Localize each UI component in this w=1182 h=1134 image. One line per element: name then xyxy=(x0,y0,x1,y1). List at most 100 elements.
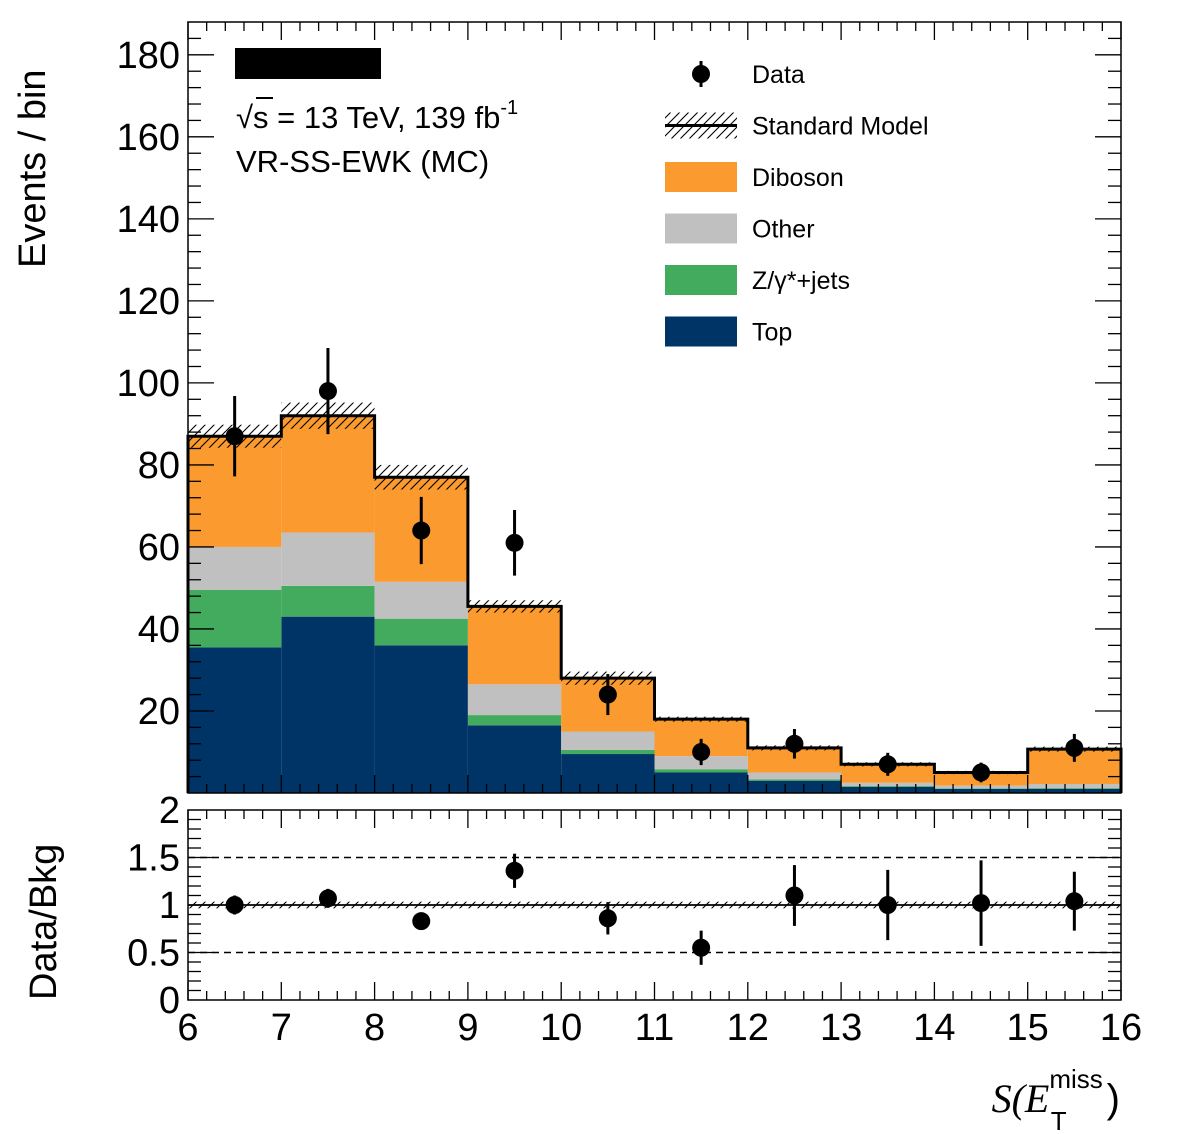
ratio-tick-label: 1 xyxy=(159,885,180,927)
stacked-histogram xyxy=(188,415,1121,793)
ratio-tick-label: 0.5 xyxy=(127,933,180,975)
x-tick-label: 15 xyxy=(1007,1007,1049,1049)
x-tick-label: 7 xyxy=(271,1007,292,1049)
legend-label-other: Other xyxy=(752,216,815,244)
bar-other-6 xyxy=(747,772,842,780)
bar-other-0 xyxy=(188,546,282,590)
bar-other-7 xyxy=(841,782,935,787)
x-axis-title-close: ) xyxy=(1107,1077,1120,1121)
y-tick-label: 180 xyxy=(117,35,180,77)
bar-top-8 xyxy=(934,788,1028,793)
bar-diboson-3 xyxy=(467,606,562,685)
data-point-7 xyxy=(878,755,897,774)
legend-swatch-other xyxy=(665,213,737,244)
x-tick-label: 6 xyxy=(177,1007,198,1049)
region-label: VR-SS-EWK (MC) xyxy=(236,144,489,179)
ratio-point-5 xyxy=(692,938,711,957)
bar-top-1 xyxy=(281,616,375,793)
bar-top-4 xyxy=(561,754,655,793)
x-tick-label: 10 xyxy=(540,1007,582,1049)
x-axis-title-sub: T xyxy=(1051,1106,1067,1134)
bar-top-5 xyxy=(654,772,748,793)
bar-z-jets-6 xyxy=(747,779,842,781)
bar-top-0 xyxy=(188,647,282,793)
legend: Data Standard Model Diboson Other Z/γ*+jets T… xyxy=(665,61,929,347)
legend-label-data: Data xyxy=(752,61,805,89)
ratio-point-6 xyxy=(785,886,804,905)
x-axis-title-main: S(E xyxy=(992,1076,1050,1121)
bar-z-jets-7 xyxy=(841,786,935,787)
lumi-superscript: -1 xyxy=(500,97,518,119)
data-point-2 xyxy=(412,521,431,540)
ratio-point-9 xyxy=(1065,892,1084,911)
main-axes: 20 40 60 80 100 120 140 160 180 xyxy=(117,21,1122,794)
ratio-point-3 xyxy=(505,861,524,880)
bar-z-jets-5 xyxy=(654,769,748,773)
ratio-y-axis-title: Data/Bkg xyxy=(23,844,65,1000)
x-tick-label: 14 xyxy=(913,1007,955,1049)
bar-other-3 xyxy=(467,684,562,716)
legend-label-z-jets: Z/γ*+jets xyxy=(752,267,850,295)
y-tick-label: 40 xyxy=(138,609,180,651)
ratio-point-1 xyxy=(318,889,337,908)
ratio-point-8 xyxy=(972,894,991,913)
y-tick-label: 100 xyxy=(117,363,180,405)
y-tick-label: 140 xyxy=(117,199,180,241)
bar-top-9 xyxy=(1027,788,1121,793)
ratio-reference-lines xyxy=(188,856,1121,954)
data-point-8 xyxy=(972,763,991,782)
data-point-5 xyxy=(692,742,711,761)
data-point-3 xyxy=(505,533,524,552)
bar-z-jets-3 xyxy=(467,715,562,726)
data-point-9 xyxy=(1065,738,1084,757)
y-axis-title: Events / bin xyxy=(12,69,54,268)
bar-top-7 xyxy=(841,786,935,793)
bar-diboson-1 xyxy=(281,415,375,533)
x-axis-title: S(Emiss T) xyxy=(992,1064,1120,1134)
legend-swatch-diboson xyxy=(665,162,737,192)
ratio-point-4 xyxy=(598,909,617,928)
bar-top-6 xyxy=(747,780,842,793)
y-tick-label: 120 xyxy=(117,281,180,323)
x-tick-label: 16 xyxy=(1100,1007,1142,1049)
experiment-label-box xyxy=(235,48,381,79)
x-tick-label: 11 xyxy=(635,1007,674,1049)
ratio-point-0 xyxy=(225,896,244,914)
ratio-point-2 xyxy=(412,912,431,931)
ratio-tick-label: 2 xyxy=(159,790,180,832)
ratio-axes: 0 0.5 1 1.5 2 6 7 8 9 10 11 12 13 14 15 16 xyxy=(127,790,1142,1049)
ratio-tick-label: 1.5 xyxy=(127,838,180,880)
ratio-point-7 xyxy=(878,896,897,914)
legend-swatch-data xyxy=(692,65,710,83)
bar-top-2 xyxy=(374,645,468,793)
energy-lumi-text: √s = 13 TeV, 139 fb xyxy=(236,100,500,135)
bar-other-9 xyxy=(1027,783,1121,789)
bar-other-8 xyxy=(934,785,1028,789)
y-tick-label: 60 xyxy=(138,527,180,569)
y-tick-label: 160 xyxy=(117,117,180,159)
legend-swatch-z-jets xyxy=(665,265,737,295)
bar-z-jets-1 xyxy=(281,585,375,617)
bar-other-2 xyxy=(374,581,468,619)
data-points xyxy=(225,348,1084,783)
data-point-1 xyxy=(318,382,337,401)
legend-label-top: Top xyxy=(752,319,792,347)
bar-top-3 xyxy=(467,725,562,793)
bar-z-jets-2 xyxy=(374,618,468,646)
x-axis-title-sup: miss xyxy=(1049,1064,1102,1094)
bar-z-jets-4 xyxy=(561,749,655,755)
bar-other-4 xyxy=(561,731,655,750)
data-point-6 xyxy=(785,734,804,753)
bar-other-1 xyxy=(281,532,375,586)
energy-lumi-label: √s = 13 TeV, 139 fb-1 xyxy=(236,97,518,135)
x-tick-label: 8 xyxy=(364,1007,385,1049)
ratio-points xyxy=(225,853,1084,965)
data-point-4 xyxy=(598,685,617,704)
x-tick-label: 12 xyxy=(727,1007,769,1049)
x-tick-label: 9 xyxy=(457,1007,478,1049)
y-tick-label: 80 xyxy=(138,445,180,487)
legend-label-diboson: Diboson xyxy=(752,164,844,192)
legend-label-standard-model: Standard Model xyxy=(752,113,929,141)
ratio-tick-label: 0 xyxy=(159,980,180,1022)
